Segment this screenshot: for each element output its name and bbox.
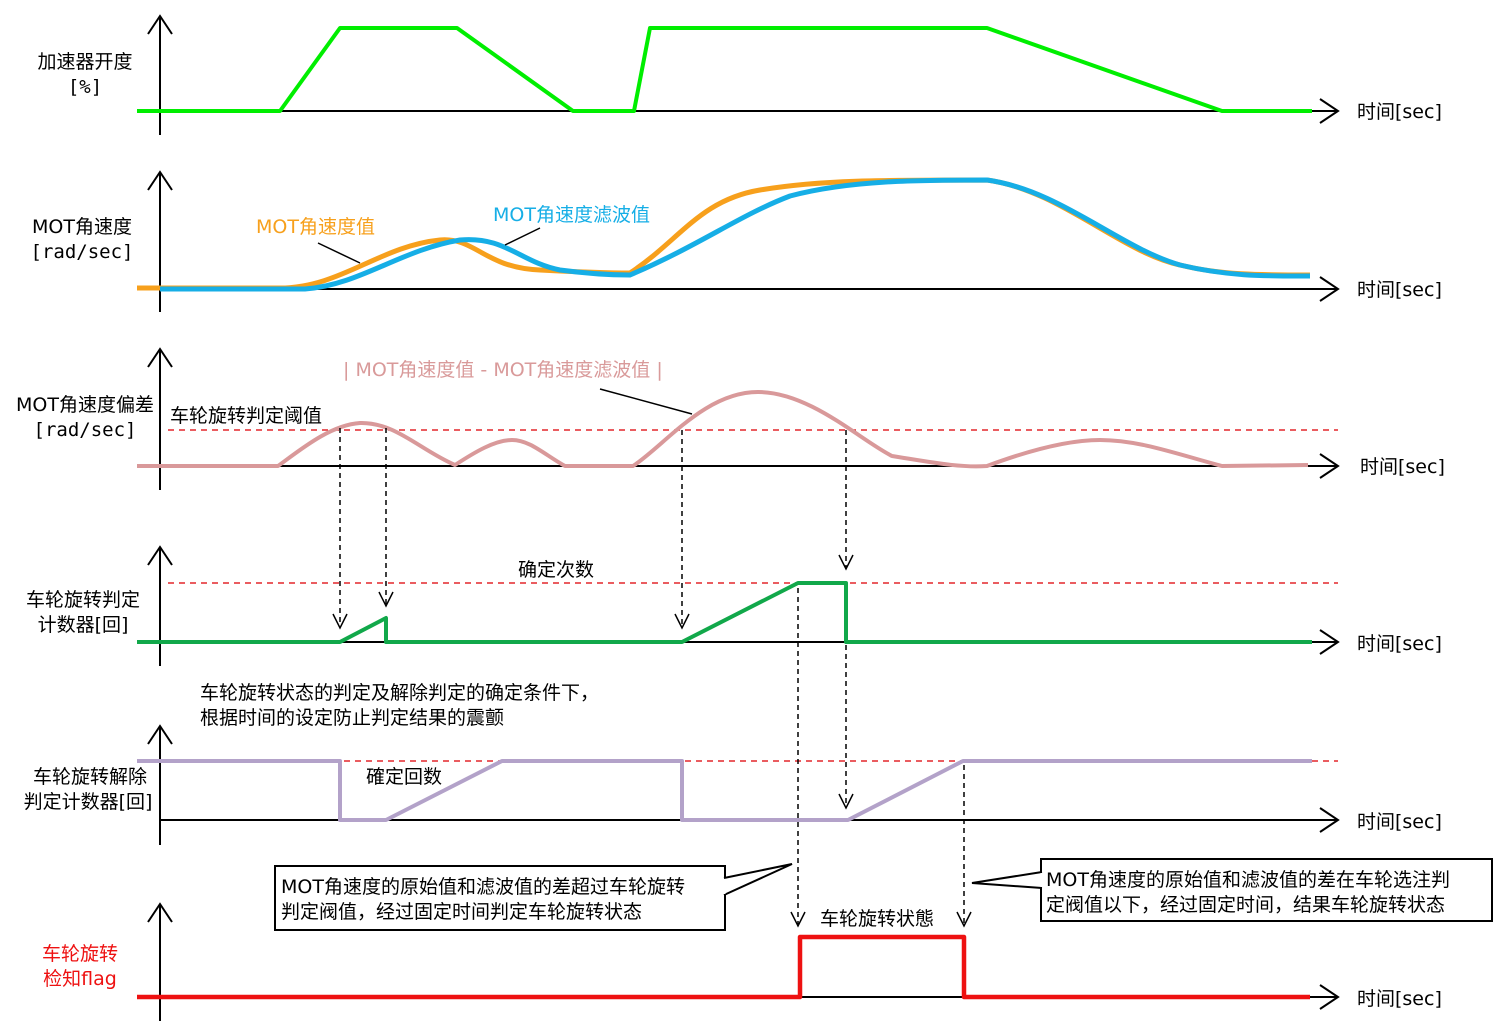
- panel-accelerator: 加速器开度 [%] 时间[sec]: [37, 14, 1442, 135]
- x-axis-arrow: [1319, 984, 1340, 1010]
- accelerator-label-1: 加速器开度: [37, 51, 132, 73]
- callout-left: MOT角速度的原始值和滤波值的差超过车轮旋转 判定阀值，经过固定时间判定车轮旋转…: [274, 863, 793, 931]
- y-axis-arrow: [147, 545, 173, 566]
- threshold-label: 车轮旋转判定阈值: [170, 405, 322, 427]
- detect-flag-label-2: 检知flag: [43, 968, 117, 990]
- timing-arrows: [332, 428, 972, 928]
- callout-box: [1040, 858, 1493, 922]
- y-axis-arrow: [147, 347, 173, 368]
- time-label: 时间[sec]: [1357, 988, 1442, 1010]
- deviation-label-2: [rad/sec]: [34, 419, 137, 441]
- callout-right-text-1: MOT角速度的原始值和滤波值的差在车轮选注判: [1046, 869, 1450, 891]
- judge-counter-label-2: 计数器[回]: [38, 614, 129, 636]
- callout-box: [274, 865, 726, 931]
- time-label: 时间[sec]: [1357, 811, 1442, 833]
- accelerator-label-2: [%]: [68, 76, 102, 98]
- filtered-leader-line: [504, 227, 541, 246]
- y-axis-arrow: [147, 724, 173, 745]
- x-axis-arrow: [1319, 453, 1340, 479]
- panel-release-counter: 確定回数 车轮旋转解除 判定计数器[回] 时间[sec]: [24, 724, 1442, 845]
- panel-detect-flag: 车轮旋转状態 车轮旋转 检知flag 时间[sec]: [42, 902, 1442, 1021]
- dash-arrow-head: [378, 591, 394, 608]
- state-label: 车轮旋转状態: [820, 908, 934, 930]
- dash-arrow-head: [838, 793, 854, 810]
- x-axis-arrow: [1319, 807, 1340, 833]
- time-label: 时间[sec]: [1360, 456, 1445, 478]
- dash-arrow-head: [332, 613, 348, 630]
- formula-label: | MOT角速度值 - MOT角速度滤波值 |: [343, 359, 663, 381]
- release-counter-label-2: 判定计数器[回]: [24, 791, 153, 813]
- filtered-series-label: MOT角速度滤波值: [493, 204, 650, 226]
- mot-speed-label-1: MOT角速度: [32, 216, 132, 238]
- panel-deviation: | MOT角速度值 - MOT角速度滤波值 | 车轮旋转判定阈值 MOT角速度偏…: [16, 347, 1445, 490]
- raw-series-label: MOT角速度值: [256, 216, 375, 238]
- time-label: 时间[sec]: [1357, 101, 1442, 123]
- mot-speed-label-2: [rad/sec]: [31, 241, 134, 263]
- deviation-signal: [137, 390, 1309, 469]
- callout-left-text-2: 判定阀值，经过固定时间判定车轮旋转状态: [281, 901, 642, 923]
- dash-arrow-head: [956, 911, 972, 928]
- panel-judge-counter: 确定次数 车轮旋转判定 计数器[回] 时间[sec]: [26, 545, 1442, 666]
- debounce-note-2: 根据时间的设定防止判定结果的震颤: [200, 707, 504, 729]
- callout-pointer: [723, 863, 793, 896]
- release-counter-signal: [137, 759, 1312, 822]
- dash-arrow-head: [674, 613, 690, 630]
- x-axis-arrow: [1319, 629, 1340, 655]
- count-label: 确定次数: [518, 559, 594, 581]
- formula-leader-line: [599, 388, 693, 415]
- accelerator-signal: [137, 26, 1312, 113]
- judge-counter-signal: [137, 581, 1312, 644]
- raw-leader-line: [317, 242, 361, 264]
- count-label: 確定回数: [366, 766, 442, 788]
- y-axis-arrow: [147, 170, 173, 191]
- callout-right-text-2: 定阀值以下，经过固定时间，结果车轮旋转状态: [1046, 894, 1445, 916]
- callout-right: MOT角速度的原始值和滤波值的差在车轮选注判 定阀值以下，经过固定时间，结果车轮…: [971, 858, 1493, 922]
- debounce-note-1: 车轮旋转状态的判定及解除判定的确定条件下，: [200, 682, 599, 704]
- dash-arrow-head: [790, 911, 806, 928]
- y-axis-arrow: [147, 902, 173, 923]
- deviation-label-1: MOT角速度偏差: [16, 394, 154, 416]
- judge-counter-label-1: 车轮旋转判定: [26, 589, 140, 611]
- panel-mot-speed: MOT角速度值 MOT角速度滤波值 MOT角速度 [rad/sec] 时间[se…: [31, 170, 1442, 312]
- time-label: 时间[sec]: [1357, 279, 1442, 301]
- y-axis-arrow: [147, 14, 173, 35]
- callout-pointer: [971, 871, 1043, 889]
- detect-flag-signal: [137, 934, 1310, 1000]
- x-axis-arrow: [1319, 276, 1340, 302]
- detect-flag-label-1: 车轮旋转: [42, 943, 118, 965]
- x-axis-arrow: [1319, 98, 1340, 124]
- mot-filtered-signal: [160, 177, 1311, 292]
- time-label: 时间[sec]: [1357, 633, 1442, 655]
- release-counter-label-1: 车轮旋转解除: [33, 766, 147, 788]
- dash-arrow-head: [838, 554, 854, 571]
- callout-left-text-1: MOT角速度的原始值和滤波值的差超过车轮旋转: [281, 876, 685, 898]
